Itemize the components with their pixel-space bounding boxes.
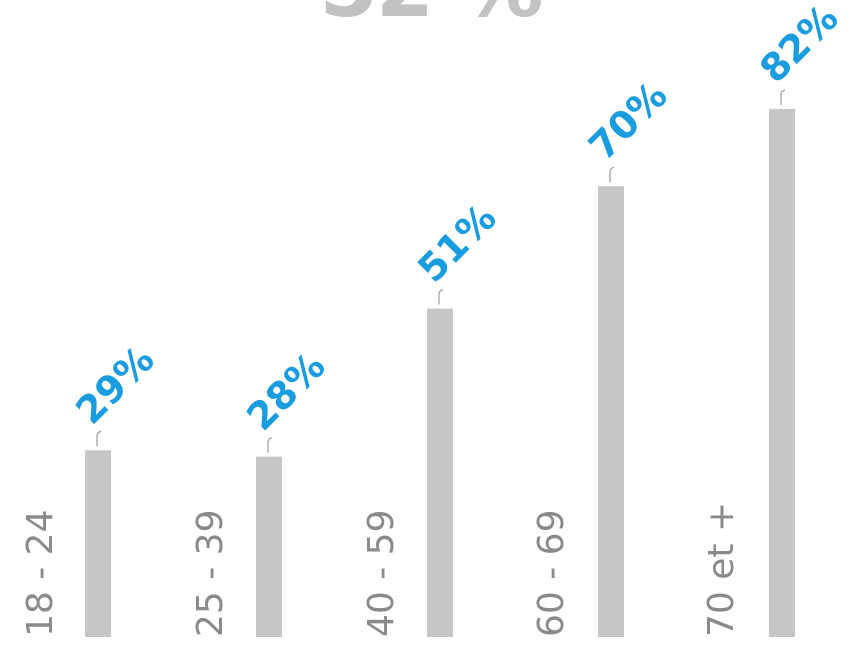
value-label: 82% — [751, 0, 846, 91]
bar-70-et- — [769, 108, 795, 638]
category-label: 18 - 24 — [20, 510, 61, 638]
category-label: 40 - 59 — [361, 510, 402, 638]
value-label: 29% — [67, 337, 162, 432]
category-label: 25 - 39 — [190, 510, 231, 638]
headline-percentage: 52 % — [0, 0, 861, 36]
value-label: 51% — [409, 195, 504, 290]
value-leader-line — [438, 288, 444, 305]
bar-25-39 — [256, 456, 282, 637]
bar-18-24 — [85, 450, 111, 637]
value-label: 70% — [580, 73, 675, 168]
category-label: 60 - 69 — [531, 510, 572, 638]
value-label: 28% — [238, 344, 333, 439]
bar-40-59 — [427, 308, 453, 637]
bar-60-69 — [598, 186, 624, 637]
value-leader-line — [609, 166, 615, 183]
value-leader-line — [96, 430, 102, 447]
value-leader-line — [267, 437, 273, 453]
value-leader-line — [780, 89, 786, 105]
category-label: 70 et + — [701, 502, 742, 637]
